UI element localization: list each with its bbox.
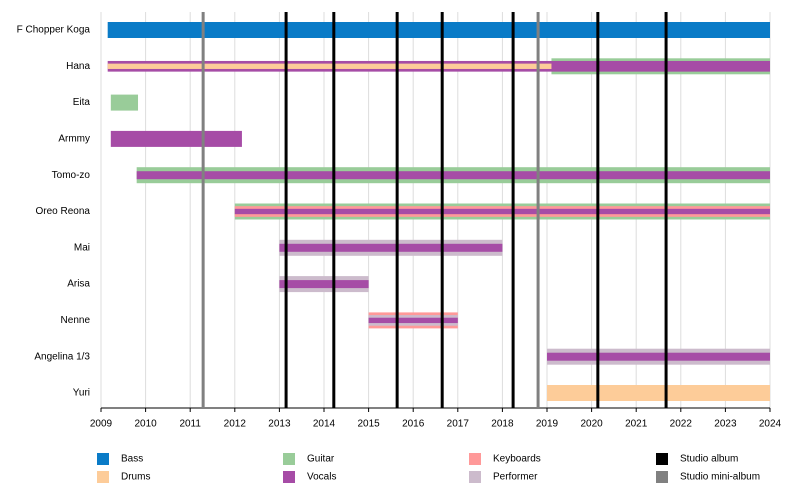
row-label: Oreo Reona <box>36 206 91 217</box>
role-bar <box>368 317 458 324</box>
role-bar <box>110 130 242 147</box>
legend-label: Performer <box>493 472 538 483</box>
role-bar <box>136 171 770 180</box>
legend-label: Vocals <box>307 472 336 483</box>
x-tick-label: 2009 <box>90 419 113 430</box>
row-label: Eita <box>73 97 91 108</box>
x-tick-label: 2019 <box>536 419 559 430</box>
row-label: Hana <box>66 61 90 72</box>
x-tick-label: 2022 <box>670 419 693 430</box>
x-tick-label: 2012 <box>224 419 247 430</box>
x-tick-label: 2014 <box>313 419 336 430</box>
role-bar <box>107 63 552 69</box>
legend-label: Studio album <box>680 454 738 465</box>
legend-swatch <box>469 453 481 465</box>
role-bar <box>547 352 770 361</box>
legend-label: Studio mini-album <box>680 472 760 483</box>
x-tick-label: 2016 <box>402 419 425 430</box>
x-tick-label: 2020 <box>580 419 603 430</box>
legend-swatch <box>97 453 109 465</box>
row-label: Angelina 1/3 <box>34 351 90 362</box>
role-bar <box>279 243 503 252</box>
legend-label: Drums <box>121 472 150 483</box>
x-tick-label: 2013 <box>268 419 291 430</box>
x-tick-label: 2023 <box>714 419 737 430</box>
x-tick-label: 2018 <box>491 419 514 430</box>
legend-swatch <box>97 471 109 483</box>
role-bar <box>279 280 369 289</box>
legend-swatch <box>283 453 295 465</box>
row-label: Tomo-zo <box>52 170 91 181</box>
legend-label: Keyboards <box>493 454 541 465</box>
legend-swatch <box>469 471 481 483</box>
role-bar <box>234 208 771 215</box>
legend-label: Guitar <box>307 454 335 465</box>
row-label: Mai <box>74 242 90 253</box>
role-bar <box>107 22 770 38</box>
x-tick-label: 2011 <box>179 419 201 430</box>
x-tick-label: 2024 <box>759 419 782 430</box>
legend-swatch <box>656 471 668 483</box>
legend-label: Bass <box>121 454 143 465</box>
legend-swatch <box>656 453 668 465</box>
x-tick-label: 2015 <box>357 419 380 430</box>
x-tick-label: 2017 <box>447 419 470 430</box>
role-bar <box>110 94 139 111</box>
legend-swatch <box>283 471 295 483</box>
row-label: Arisa <box>67 279 90 290</box>
x-tick-label: 2021 <box>625 419 648 430</box>
row-label: F Chopper Koga <box>17 25 91 36</box>
row-label: Yuri <box>73 388 90 399</box>
x-tick-label: 2010 <box>134 419 157 430</box>
row-label: Nenne <box>61 315 91 326</box>
row-label: Armmy <box>58 134 90 145</box>
role-bar <box>547 385 770 401</box>
